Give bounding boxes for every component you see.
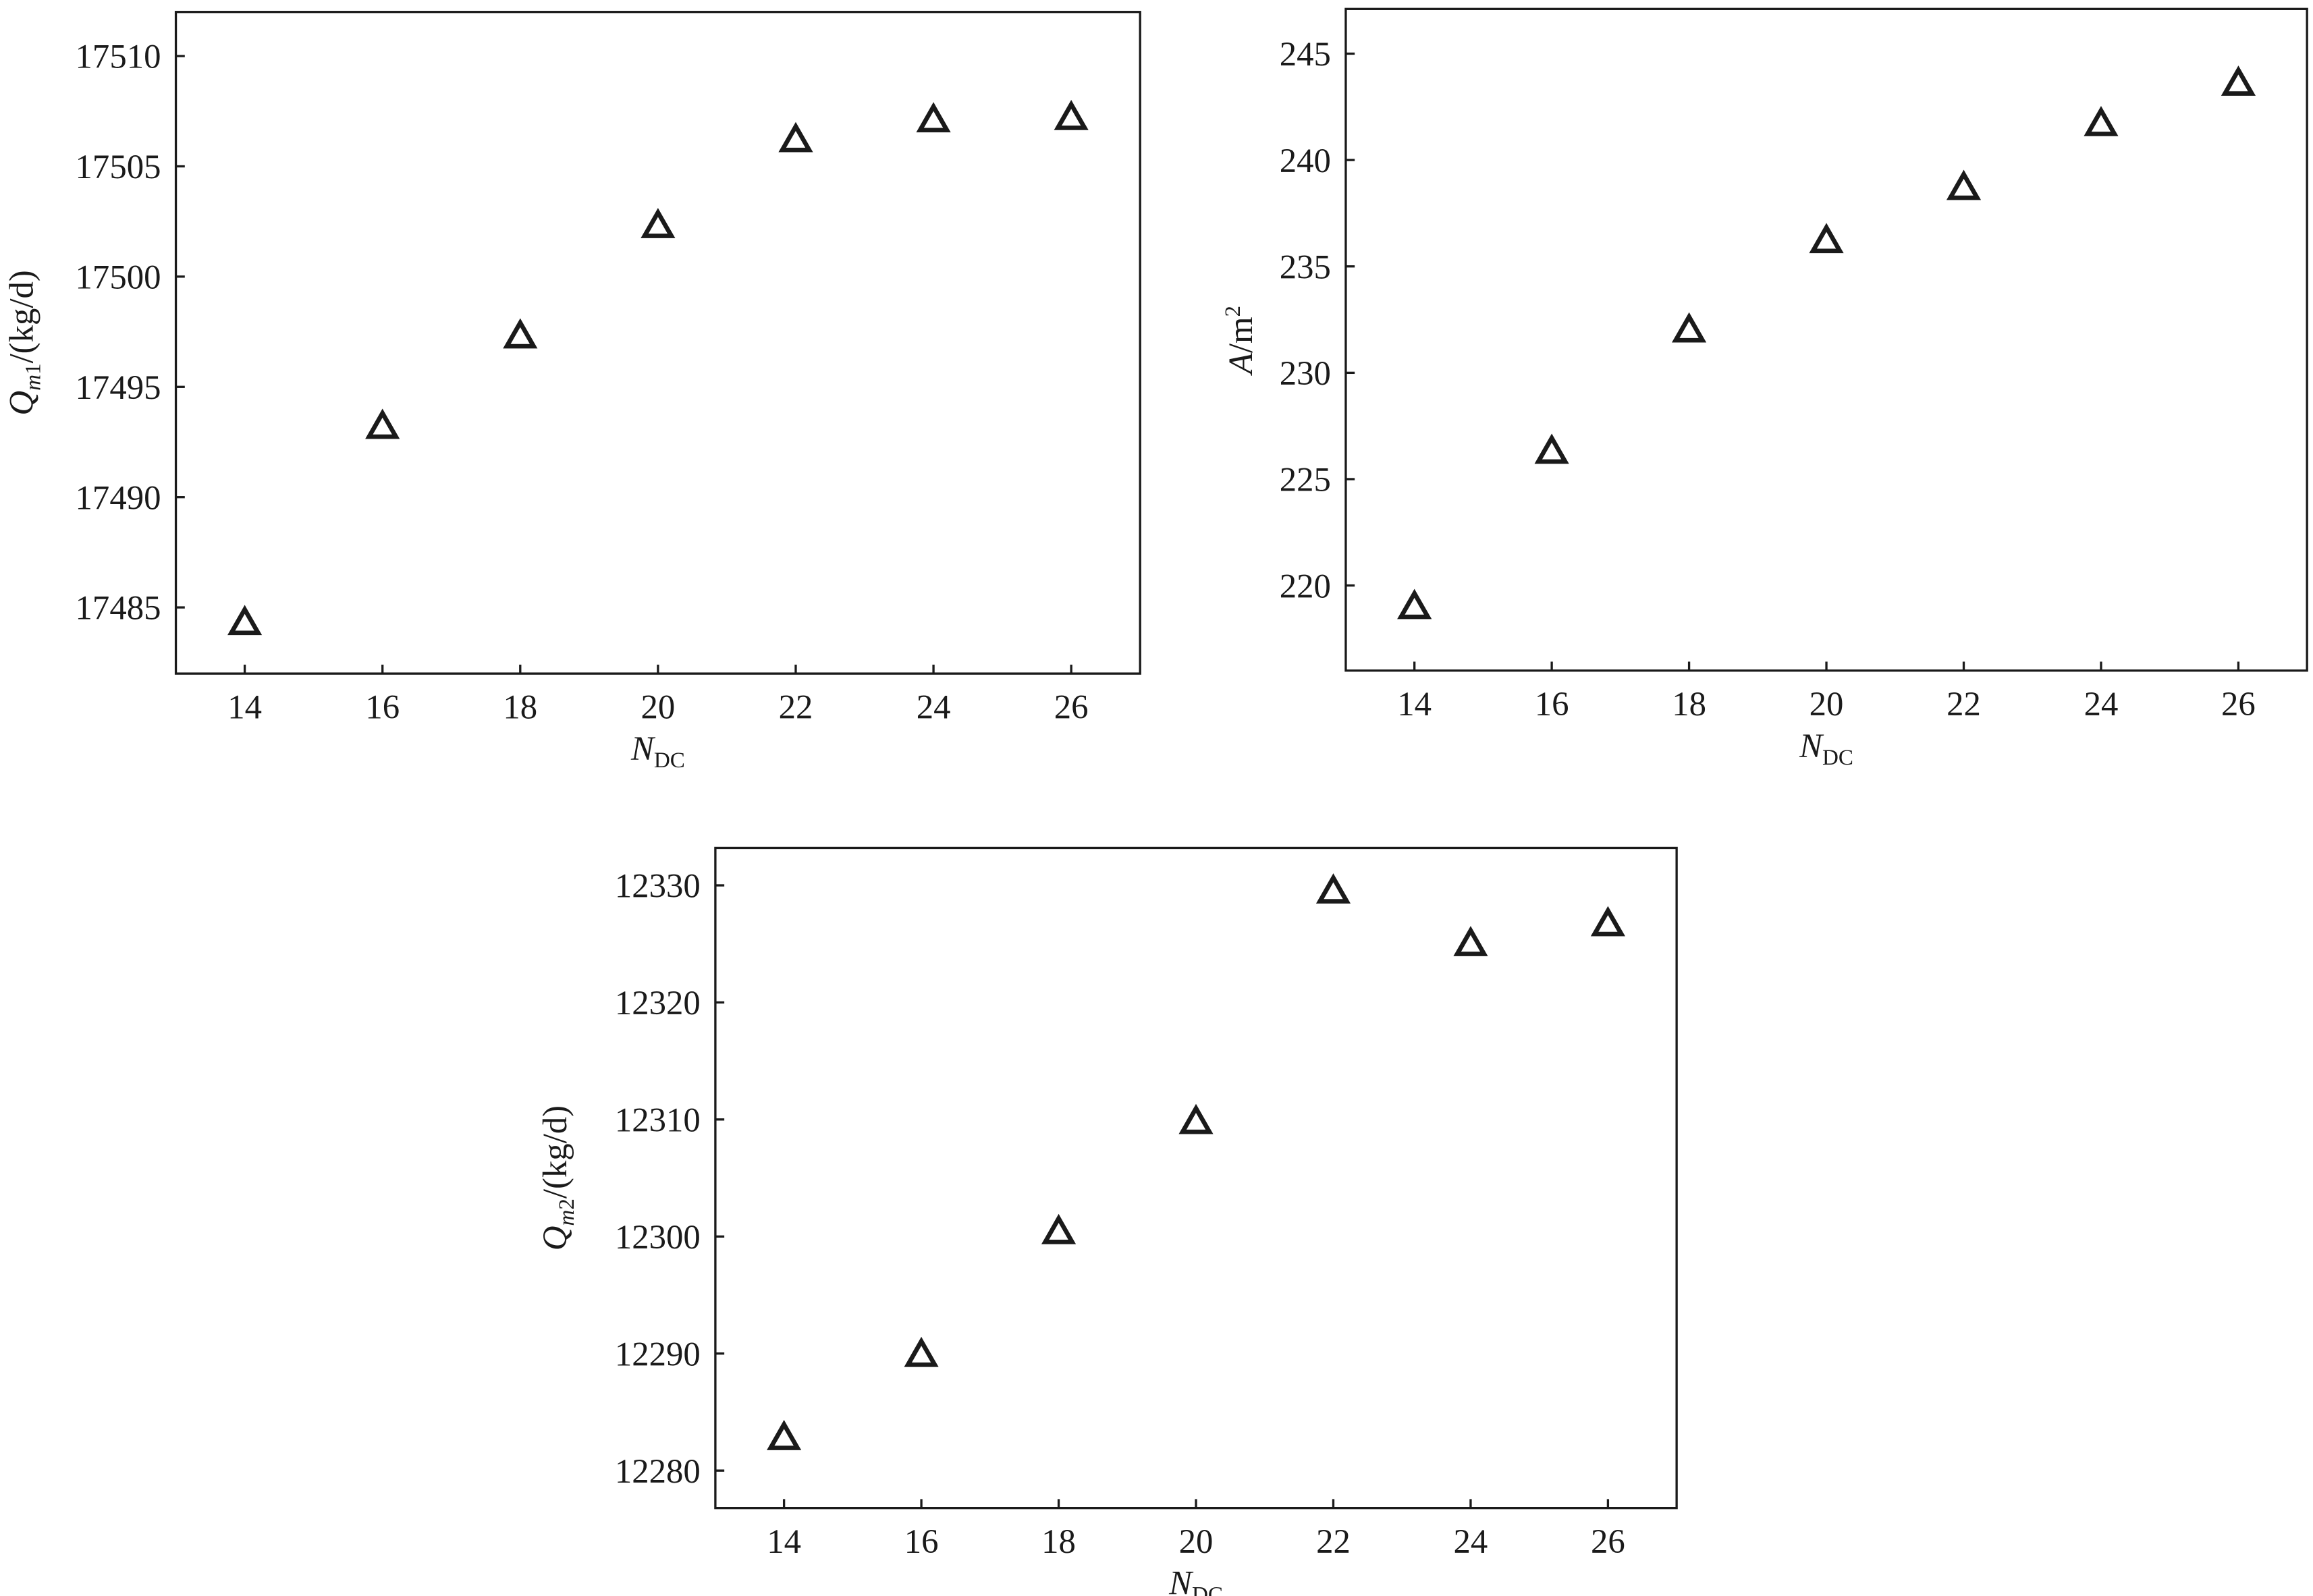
marker xyxy=(1809,223,1844,254)
y-axis-label-part: /m xyxy=(1222,317,1259,353)
x-axis-label-part: N xyxy=(1799,727,1824,765)
x-tick-label: 26 xyxy=(2221,685,2256,723)
y-axis-label-part: 1 xyxy=(21,363,46,375)
marker xyxy=(1672,312,1707,343)
x-tick-label: 22 xyxy=(779,688,813,725)
x-tick-label: 20 xyxy=(641,688,676,725)
marker xyxy=(1397,588,1432,620)
y-tick-label: 17505 xyxy=(76,148,161,186)
y-tick-label: 240 xyxy=(1280,142,1331,180)
marker xyxy=(1453,926,1488,956)
x-axis-label: NDC xyxy=(1799,727,1853,770)
y-axis-label-part: 2 xyxy=(554,1199,579,1210)
marker xyxy=(2221,65,2256,96)
chart: 14 16 18 20 22 24 26 220 225 230 235 240 245 NDC A/m2 xyxy=(1220,7,2308,770)
x-tick-label: 16 xyxy=(365,688,400,725)
plot-frame xyxy=(714,846,1678,1510)
y-axis-label-part: /(kg/d) xyxy=(536,1105,574,1199)
y-axis-label-part: m xyxy=(554,1210,579,1226)
marker xyxy=(1054,100,1089,130)
y-axis-label: Qm2/(kg/d) xyxy=(536,1105,579,1250)
y-axis-label: Qm1/(kg/d) xyxy=(3,270,46,415)
x-axis-label: NDC xyxy=(630,730,685,773)
y-tick-label: 12300 xyxy=(615,1218,701,1256)
marker xyxy=(778,121,813,153)
y-axis-label-part: Q xyxy=(3,391,40,416)
x-axis-label-part: DC xyxy=(1192,1583,1223,1596)
x-tick-label: 24 xyxy=(2084,685,2119,723)
plot-frame xyxy=(174,11,1141,675)
x-tick-label: 16 xyxy=(904,1522,939,1560)
y-tick-label: 245 xyxy=(1280,35,1331,73)
x-tick-label: 22 xyxy=(1316,1522,1351,1560)
y-tick-label: 12310 xyxy=(615,1101,701,1139)
y-tick-label: 12320 xyxy=(615,984,701,1022)
y-tick-label: 17495 xyxy=(76,368,161,406)
x-tick-label: 26 xyxy=(1591,1522,1625,1560)
x-tick-label: 16 xyxy=(1535,685,1569,723)
y-tick-label: 12290 xyxy=(615,1335,701,1373)
marker xyxy=(1946,169,1982,200)
x-tick-label: 14 xyxy=(1397,685,1432,723)
marker xyxy=(503,318,538,349)
x-tick-label: 24 xyxy=(917,688,951,725)
x-tick-label: 20 xyxy=(1809,685,1844,723)
marker xyxy=(2084,105,2119,136)
x-tick-label: 18 xyxy=(1672,685,1706,723)
x-tick-label: 18 xyxy=(1041,1522,1076,1560)
y-axis-label-part: m xyxy=(21,375,46,391)
marker xyxy=(227,605,263,636)
y-tick-label: 220 xyxy=(1280,567,1331,605)
marker xyxy=(1315,873,1351,904)
marker xyxy=(1534,433,1569,464)
x-axis-label-part: DC xyxy=(1822,745,1853,770)
y-tick-label: 17510 xyxy=(76,38,161,76)
x-tick-label: 24 xyxy=(1454,1522,1488,1560)
y-axis-label-part: A xyxy=(1222,352,1259,376)
chart: 14 16 18 20 22 24 26 12280 12290 12300 12310 12320 1… xyxy=(536,846,1678,1596)
x-axis-label-part: N xyxy=(630,730,656,767)
marker xyxy=(365,408,400,439)
x-axis-label-part: DC xyxy=(654,748,685,773)
y-tick-label: 17490 xyxy=(76,478,161,516)
y-axis-label-part: /(kg/d) xyxy=(3,270,40,363)
y-tick-label: 225 xyxy=(1280,461,1331,499)
plot-frame xyxy=(1344,7,2308,672)
marker xyxy=(1178,1103,1214,1134)
y-axis-label: A/m2 xyxy=(1220,306,1259,376)
marker xyxy=(641,208,676,238)
marker xyxy=(1041,1213,1077,1244)
x-tick-label: 20 xyxy=(1179,1522,1214,1560)
marker xyxy=(916,102,951,133)
x-axis-label: NDC xyxy=(1168,1564,1223,1596)
x-tick-label: 18 xyxy=(503,688,537,725)
y-tick-label: 12330 xyxy=(615,867,701,905)
y-tick-label: 230 xyxy=(1280,354,1331,392)
marker xyxy=(1590,906,1625,937)
y-tick-label: 17485 xyxy=(76,589,161,627)
x-tick-label: 14 xyxy=(227,688,262,725)
x-tick-label: 14 xyxy=(767,1522,801,1560)
y-axis-label-part: Q xyxy=(536,1226,574,1251)
x-tick-label: 22 xyxy=(1947,685,1981,723)
marker xyxy=(767,1420,802,1450)
y-tick-label: 12280 xyxy=(615,1452,701,1490)
chart: 14 16 18 20 22 24 26 17485 17490 17495 17500 17505 1… xyxy=(3,11,1141,773)
marker xyxy=(904,1336,939,1367)
x-axis-label-part: N xyxy=(1168,1564,1194,1596)
x-tick-label: 26 xyxy=(1054,688,1089,725)
y-axis-label-part: 2 xyxy=(1220,306,1245,317)
y-tick-label: 17500 xyxy=(76,258,161,296)
y-tick-label: 235 xyxy=(1280,248,1331,285)
